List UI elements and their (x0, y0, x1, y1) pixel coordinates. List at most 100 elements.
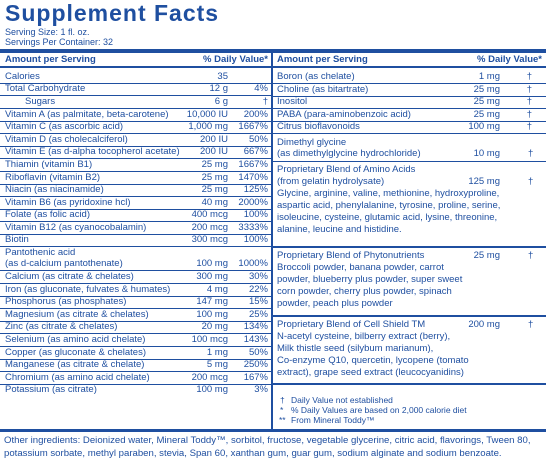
nutrient-name: Copper (as gluconate & chelates) (5, 347, 146, 358)
nutrient-row: Vitamin B12 (as cyanocobalamin) 200 mcg 33… (5, 222, 268, 233)
nutrient-amount: 1 mg (206, 347, 228, 358)
nutrient-dv: 15% (248, 296, 268, 307)
nutrient-name: Vitamin D (as cholecalciferol) (5, 134, 128, 145)
nutrient-amount: 100 mg (196, 258, 228, 269)
nutrient-name: Vitamin B6 (as pyridoxine hcl) (5, 197, 131, 208)
nutrient-row: (as d-calcium pantothenate) 100 mg 1000% (5, 258, 268, 269)
nutrient-dv: † (526, 71, 532, 82)
nutrient-amount: 25 mg (201, 184, 228, 195)
nutrient-name: Magnesium (as citrate & chelates) (5, 309, 149, 320)
row-separator (0, 282, 271, 284)
nutrient-row: Sugars 6 g † (25, 96, 268, 107)
amino-blend-source: (from gelatin hydrolysate) (277, 176, 385, 187)
nutrient-amount: 10,000 IU (186, 109, 228, 120)
nutrient-dv: 2000% (238, 197, 268, 208)
row-separator (0, 82, 271, 84)
nutrient-name: Vitamin B12 (as cyanocobalamin) (5, 222, 147, 233)
footnote-double-asterisk-text: From Mineral Toddy™ (291, 415, 375, 425)
row-separator (0, 208, 271, 210)
row-separator (0, 170, 271, 172)
nutrient-dv: 1470% (238, 172, 268, 183)
row-separator (273, 161, 546, 162)
nutrient-name: Vitamin E (as d-alpha tocopherol acetate… (5, 146, 180, 157)
nutrient-row: Phosphorus (as phosphates) 147 mg 15% (5, 296, 268, 307)
nutrient-row: Magnesium (as citrate & chelates) 100 mg 2… (5, 309, 268, 320)
row-separator (0, 245, 271, 247)
amino-blend-amount: 125 mg (468, 176, 500, 187)
nutrient-name: Calories (5, 71, 40, 82)
amino-blend-ingredients-3: isoleucine, cysteine, glutamic acid, lys… (277, 212, 498, 223)
nutrient-dv: † (526, 84, 532, 95)
nutrient-name: Phosphorus (as phosphates) (5, 296, 127, 307)
nutrient-row: Folate (as folic acid) 400 mcg 100% (5, 209, 268, 220)
nutrient-amount: 20 mg (201, 321, 228, 332)
nutrient-dv: 30% (248, 271, 268, 282)
nutrient-name: PABA (para-aminobenzoic acid) (277, 109, 411, 120)
other-ingredients: Other ingredients: Deionized water, Mine… (4, 435, 531, 459)
nutrient-name: Biotin (5, 234, 29, 245)
nutrient-amount: 100 mcg (191, 334, 228, 345)
nutrient-amount: 25 mg (201, 159, 228, 170)
row-separator (273, 120, 546, 122)
row-separator (0, 145, 271, 147)
block-separator (273, 315, 546, 317)
nutrient-amount: 300 mcg (191, 234, 228, 245)
nutrient-amount: 200 mcg (191, 372, 228, 383)
row-separator (0, 295, 271, 297)
phyto-blend-ingredients-3: corn powder, cherry plus powder, spinach (277, 286, 452, 297)
nutrient-dv: 667% (243, 146, 268, 157)
footnote-asterisk-symbol: * (280, 405, 284, 415)
phyto-blend-ingredients-2: powder, blueberry plus powder, super swe… (277, 274, 463, 285)
nutrient-amount: 35 (217, 71, 228, 82)
row-separator (0, 120, 271, 122)
nutrient-dv: † (526, 96, 532, 107)
nutrient-dv: 25% (248, 309, 268, 320)
nutrient-row: Zinc (as citrate & chelates) 20 mg 134% (5, 321, 268, 332)
nutrient-amount: 100 mg (196, 309, 228, 320)
nutrient-row: Vitamin A (as palmitate, beta-carotene) 1… (5, 109, 268, 120)
right-amount-header: Amount per Serving (277, 54, 368, 65)
nutrient-dv: 1667% (238, 159, 268, 170)
cell-shield-dv: † (528, 319, 534, 330)
nutrient-name: (as d-calcium pantothenate) (5, 258, 123, 269)
row-separator (273, 107, 546, 109)
left-dv-header: % Daily Value* (203, 54, 268, 65)
nutrient-amount: 40 mg (201, 197, 228, 208)
cell-shield-title: Proprietary Blend of Cell Shield TM (277, 319, 426, 330)
nutrient-dv: 250% (243, 359, 268, 370)
nutrient-name: Selenium (as amino acid chelate) (5, 334, 146, 345)
row-separator (273, 132, 546, 134)
nutrient-amount: 12 g (209, 83, 229, 94)
amino-blend-ingredients-4: alanine, leucine and histidine. (277, 224, 402, 235)
phyto-blend-ingredients-4: powder, peach plus powder (277, 298, 393, 309)
serving-size: Serving Size: 1 fl. oz. (5, 27, 90, 37)
phyto-blend-amount: 25 mg (473, 250, 500, 261)
nutrient-amount: 100 mg (468, 121, 500, 132)
nutrient-dv: 1000% (238, 258, 268, 269)
nutrient-row: Pantothenic acid (5, 247, 268, 258)
column-divider (271, 49, 273, 430)
row-separator (0, 195, 271, 197)
nutrient-name: Vitamin C (as ascorbic acid) (5, 121, 124, 132)
header-rule (0, 66, 546, 68)
phyto-blend-title: Proprietary Blend of Phytonutrients (277, 250, 425, 261)
nutrient-dv: 50% (248, 134, 268, 145)
nutrient-amount: 5 mg (206, 359, 228, 370)
nutrient-dv: 3333% (238, 222, 268, 233)
row-separator (273, 82, 546, 84)
nutrient-amount: 1,000 mg (188, 121, 228, 132)
amino-blend-ingredients-1: Glycine, arginine, valine, methionine, h… (277, 188, 500, 199)
block-separator (273, 246, 546, 248)
dimethylglycine-dv: † (528, 148, 534, 159)
nutrient-name: Citrus bioflavonoids (277, 121, 360, 132)
nutrient-row: Iron (as gluconate, fulvates & humates) 4… (5, 284, 268, 295)
nutrient-amount: 200 mcg (191, 222, 228, 233)
nutrient-row: Niacin (as niacinamide) 25 mg 125% (5, 184, 268, 195)
nutrient-row: Boron (as chelate) 1 mg † (277, 71, 542, 82)
nutrient-name: Folate (as folic acid) (5, 209, 91, 220)
amino-blend-dv: † (528, 176, 534, 187)
nutrient-row: Inositol 25 mg † (277, 96, 542, 107)
nutrient-row: Vitamin C (as ascorbic acid) 1,000 mg 1667… (5, 121, 268, 132)
nutrient-dv: 1667% (238, 121, 268, 132)
nutrient-name: Total Carbohydrate (5, 83, 86, 94)
